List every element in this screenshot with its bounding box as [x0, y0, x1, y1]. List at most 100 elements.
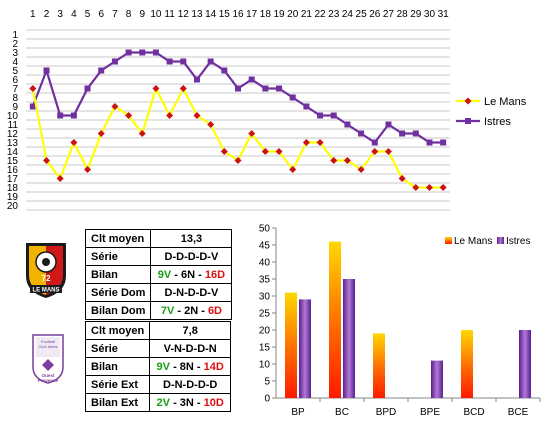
losses: 10D — [203, 396, 224, 409]
y-tick-label: 20 — [7, 201, 19, 212]
legend-swatch-istres — [497, 237, 504, 244]
x-tick-label: 10 — [150, 9, 162, 20]
data-point-istres — [371, 139, 378, 146]
data-point-istres — [235, 85, 241, 92]
data-point-le-mans — [248, 130, 256, 137]
y-tick-label: 11 — [8, 120, 19, 131]
data-point-istres — [317, 112, 324, 119]
istres-logo-line-2: Club Istres — [38, 344, 57, 349]
draws: 8N — [179, 360, 194, 373]
bar-istres-bp — [299, 299, 311, 398]
istres-stats-table: Clt moyen 7,8 Série V-N-D-D-N Bilan 9V -… — [84, 321, 232, 412]
y-tick-label: 50 — [259, 224, 271, 235]
data-point-istres — [276, 85, 283, 92]
row-value: D-N-D-D-V — [150, 283, 233, 302]
data-point-istres — [426, 139, 433, 146]
row-value: V-N-D-D-N — [149, 339, 232, 358]
row-value: 7,8 — [149, 321, 232, 340]
bar-le-mans-bpd — [373, 333, 385, 398]
data-point-istres — [412, 130, 419, 137]
x-tick-label: 17 — [246, 9, 258, 20]
y-tick-label: 6 — [12, 75, 18, 86]
x-tick-label: 5 — [85, 9, 91, 20]
data-point-istres — [166, 58, 173, 65]
table-row: Série D-D-D-D-V — [84, 247, 233, 266]
table-row: Clt moyen 13,3 — [84, 229, 233, 248]
data-point-istres — [248, 76, 255, 83]
istres-logo-line-4: Provence — [38, 378, 59, 383]
x-tick-label: 16 — [232, 9, 244, 20]
y-tick-label: 40 — [259, 258, 271, 269]
x-tick-label: 4 — [71, 9, 77, 20]
bar-istres-bpe — [431, 360, 443, 398]
draws: 2N — [184, 304, 199, 317]
draws: 3N — [179, 396, 194, 409]
data-point-le-mans — [316, 139, 324, 146]
data-point-le-mans — [357, 166, 365, 173]
x-tick-label: BCE — [508, 407, 529, 418]
losses: 16D — [204, 268, 226, 281]
bar-chart-legend: Le Mans Istres — [445, 236, 530, 247]
row-value: 9V - 6N - 16D — [150, 265, 233, 284]
y-tick-label: 7 — [12, 84, 18, 95]
data-point-le-mans — [330, 157, 338, 164]
line-chart-legend: Le Mans Istres — [456, 96, 527, 128]
x-tick-label: BPE — [420, 407, 440, 418]
data-point-istres — [98, 67, 105, 74]
wins: 7V — [160, 304, 175, 317]
x-tick-label: 25 — [356, 9, 368, 20]
data-point-le-mans — [275, 148, 283, 155]
bar-chart-axes: 0 5 10 15 20 25 30 35 40 45 50 BP BC BPD BPE BCD BCE — [259, 224, 541, 418]
draws: 6N — [181, 268, 196, 281]
data-point-istres — [152, 49, 159, 56]
y-tick-label: 17 — [7, 174, 19, 185]
data-point-istres — [57, 112, 64, 119]
data-point-le-mans — [398, 175, 406, 182]
legend-label-le-mans: Le Mans — [454, 236, 492, 247]
x-tick-label: 23 — [328, 9, 340, 20]
x-tick-label: 9 — [139, 9, 145, 20]
bar-le-mans-bcd — [461, 330, 473, 398]
data-point-le-mans — [207, 121, 215, 128]
losses: 6D — [207, 304, 222, 317]
x-tick-label: 27 — [383, 9, 395, 20]
row-label: Bilan — [84, 357, 151, 376]
wins: 9V — [156, 360, 171, 373]
data-point-le-mans — [70, 139, 78, 146]
y-tick-label: 10 — [7, 111, 19, 122]
data-point-istres — [358, 130, 365, 137]
legend-label: Istres — [484, 116, 511, 128]
data-point-le-mans — [138, 130, 146, 137]
wins: 2V — [156, 396, 171, 409]
data-point-le-mans — [384, 148, 392, 155]
data-point-istres — [330, 112, 337, 119]
line-chart-series — [29, 49, 447, 191]
x-tick-label: 8 — [126, 9, 132, 20]
x-tick-label: 2 — [44, 9, 50, 20]
y-tick-label: 5 — [264, 377, 270, 388]
y-tick-label: 12 — [7, 129, 19, 140]
y-tick-label: 45 — [259, 241, 271, 252]
x-tick-label: 30 — [424, 9, 436, 20]
data-point-istres — [207, 58, 214, 65]
y-tick-label: 0 — [264, 394, 270, 405]
le-mans-logo-text: LE MANS — [33, 288, 60, 294]
row-value: 13,3 — [150, 229, 233, 248]
data-point-le-mans — [29, 85, 37, 92]
row-label: Bilan Dom — [84, 301, 152, 320]
legend-label: Le Mans — [484, 96, 527, 108]
x-tick-label: 29 — [410, 9, 422, 20]
line-chart-x-tick-labels: 1 2 3 4 5 6 7 8 9 10 11 12 13 14 15 16 17 18 19 20 21 22 23 24 2… — [30, 9, 449, 20]
x-tick-label: 14 — [205, 9, 217, 20]
wins: 9V — [157, 268, 172, 281]
data-point-istres — [29, 103, 36, 110]
x-tick-label: 22 — [315, 9, 327, 20]
data-point-le-mans — [84, 166, 92, 173]
losses: 14D — [203, 360, 224, 373]
data-point-istres — [385, 121, 392, 128]
y-tick-label: 30 — [259, 292, 271, 303]
x-tick-label: 28 — [397, 9, 409, 20]
y-tick-label: 13 — [7, 138, 19, 149]
row-value: D-D-D-D-V — [150, 247, 233, 266]
